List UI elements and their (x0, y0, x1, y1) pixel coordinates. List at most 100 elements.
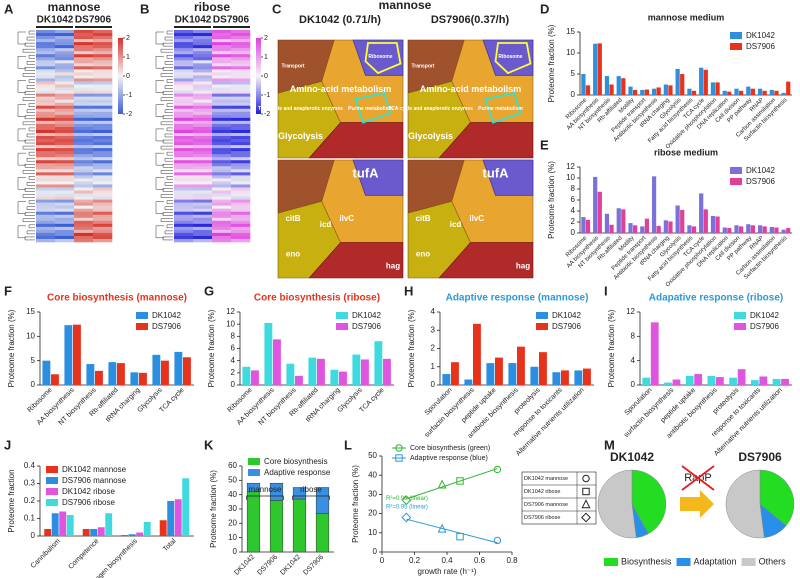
bar (727, 228, 732, 233)
heatmap-cell (93, 111, 113, 116)
heatmap-cell (36, 39, 56, 43)
pie-slice (631, 469, 667, 535)
heatmap-cell (74, 48, 94, 52)
heatmap-cell (93, 202, 113, 206)
bar (739, 90, 744, 95)
bar (734, 88, 739, 95)
heatmap-cell (212, 123, 232, 128)
heatmap-cell (193, 136, 213, 140)
heatmap-cell (231, 78, 251, 82)
heatmap-cell (231, 211, 251, 216)
bar (772, 378, 781, 385)
bar (121, 535, 129, 536)
heatmap-cell (93, 69, 113, 73)
heatmap-cell (55, 84, 75, 88)
heatmap-cell (231, 181, 251, 185)
y-tick-label: 8 (631, 331, 636, 340)
column-header: DK1042 (175, 15, 212, 26)
bar (273, 339, 281, 385)
heatmap-cell (93, 102, 113, 107)
heatmap-cell (93, 214, 113, 219)
heatmap-cell (212, 211, 232, 216)
bar-segment (269, 500, 284, 553)
legend-label: DS7906 (152, 322, 181, 331)
heatmap-cell (74, 60, 94, 64)
y-tick-label: 0 (571, 90, 576, 99)
heatmap-cell (74, 120, 94, 125)
heatmap-cell (174, 114, 194, 119)
heatmap-cell (212, 235, 232, 240)
colorbar-tick-label: 2 (126, 35, 130, 42)
heatmap-cell (55, 232, 75, 237)
heatmap-cell (55, 175, 75, 179)
heatmap-cell (193, 190, 213, 194)
heatmap-cell (55, 139, 75, 143)
condition-label: DK1042 mannose (524, 476, 568, 482)
bar (616, 208, 621, 233)
heatmap-cell (74, 57, 94, 61)
panel-letter: F (4, 283, 12, 298)
bar (604, 213, 610, 233)
heatmap-cell (74, 151, 94, 155)
bar (716, 377, 724, 385)
y-tick-label: 0 (431, 380, 436, 389)
heatmap-cell (55, 178, 75, 182)
pie-slice (759, 469, 795, 527)
heatmap-cell (212, 102, 232, 107)
heatmap-cell (36, 187, 56, 191)
x-axis-label: growth rate (h⁻¹) (418, 567, 477, 576)
x-tick-label: DS7906 (302, 554, 325, 577)
bar (442, 374, 451, 385)
heatmap-cell (55, 145, 75, 149)
heatmap-cell (36, 117, 56, 122)
legend-swatch (730, 32, 742, 39)
column-bar (36, 26, 73, 28)
y-tick-label: 20 (368, 509, 377, 518)
function-label: Amino-acid metabolism (290, 84, 392, 94)
heatmap-cell (231, 120, 251, 125)
y-tick-label: 3 (431, 325, 436, 334)
proteomap-panel-title: DS7906(0.37/h) (431, 14, 510, 26)
heatmap-cell (55, 211, 75, 216)
heatmap-cell (212, 196, 232, 200)
bar (694, 374, 703, 385)
heatmap-cell (231, 111, 251, 116)
column-header: DS7906 (75, 15, 112, 26)
x-tick-label: Competence (67, 538, 100, 571)
legend-label: DK1042 (152, 311, 181, 320)
protein-label: icd (450, 220, 462, 229)
heatmap-cell (74, 154, 94, 158)
bar (593, 43, 598, 95)
colorbar-tick-label: -1 (126, 92, 132, 99)
heatmap-cell (193, 208, 213, 213)
heatmap-cell (212, 48, 232, 52)
heatmap-cell (212, 30, 232, 34)
heatmap-cell (36, 172, 56, 176)
heatmap-cell (36, 63, 56, 67)
heatmap-cell (231, 172, 251, 176)
heatmap-cell (93, 229, 113, 234)
bar (621, 209, 626, 233)
heatmap-title: mannose (48, 0, 101, 14)
heatmap-cell (193, 66, 213, 70)
heatmap-cell (93, 36, 113, 40)
y-tick-label: 0 (571, 228, 576, 237)
heatmap-cell (36, 84, 56, 88)
bar (130, 372, 139, 385)
legend-swatch (46, 466, 58, 473)
heatmap-cell (212, 99, 232, 103)
colorbar-tick-label: 2 (264, 35, 268, 42)
heatmap-cell (212, 132, 232, 137)
heatmap-cell (231, 136, 251, 140)
heatmap-cell (212, 33, 232, 37)
heatmap-cell (231, 229, 251, 234)
heatmap-cell (55, 157, 75, 161)
heatmap-cell (36, 111, 56, 116)
heatmap-cell (93, 172, 113, 176)
heatmap-cell (36, 157, 56, 161)
heatmap-cell (231, 60, 251, 64)
heatmap-cell (93, 42, 113, 46)
colorbar-tick-label: 1 (264, 54, 268, 61)
bar (685, 375, 694, 385)
heatmap-cell (212, 105, 232, 110)
